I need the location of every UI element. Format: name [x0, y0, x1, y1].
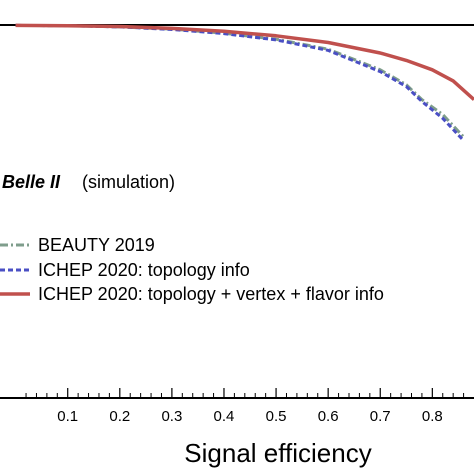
- x-tick-label: 0.1: [57, 408, 78, 425]
- x-tick-label: 0.7: [370, 408, 391, 425]
- legend: BEAUTY 2019 ICHEP 2020: topology info IC…: [0, 235, 384, 304]
- x-tick-label: 0.8: [422, 408, 443, 425]
- x-tick-label: 0.5: [266, 408, 287, 425]
- legend-label-beauty: BEAUTY 2019: [38, 235, 155, 255]
- x-tick-label: 0.3: [161, 408, 182, 425]
- x-tick-label: 0.4: [214, 408, 235, 425]
- curves: [15, 23, 474, 142]
- x-axis-title: Signal efficiency: [184, 438, 371, 468]
- series-line-1: [15, 23, 465, 142]
- legend-label-topology: ICHEP 2020: topology info: [38, 260, 250, 280]
- plot-frame: [0, 24, 474, 399]
- series-line-2: [15, 23, 474, 101]
- experiment-label: Belle II: [2, 172, 61, 192]
- x-ticks: 0.1 0.2 0.3 0.4 0.5 0.6 0.7 0.8: [25, 388, 465, 425]
- legend-label-full: ICHEP 2020: topology + vertex + flavor i…: [38, 284, 384, 304]
- simulation-label: (simulation): [82, 172, 175, 192]
- series-line-0: [15, 23, 465, 138]
- x-tick-label: 0.2: [109, 408, 130, 425]
- x-tick-label: 0.6: [318, 408, 339, 425]
